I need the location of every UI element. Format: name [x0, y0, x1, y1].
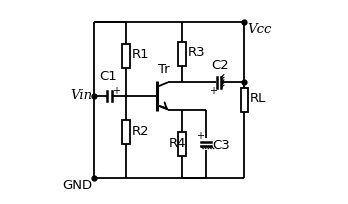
Text: +: + [112, 86, 120, 96]
Bar [240, 88, 248, 112]
Text: C3: C3 [213, 139, 230, 152]
Text: R1: R1 [131, 48, 149, 61]
Text: Tr: Tr [158, 63, 169, 76]
Text: C2: C2 [211, 59, 229, 72]
Text: GND: GND [62, 180, 93, 192]
Text: +: + [209, 86, 217, 96]
Text: R3: R3 [188, 46, 205, 59]
Text: +: + [196, 131, 204, 141]
Bar [122, 44, 129, 68]
Text: C1: C1 [100, 70, 118, 83]
Text: Vin: Vin [70, 90, 93, 102]
Text: R4: R4 [168, 136, 186, 150]
Text: R2: R2 [131, 125, 149, 138]
Text: RL: RL [250, 92, 267, 105]
Bar [178, 132, 186, 156]
Text: Vcc: Vcc [247, 22, 272, 35]
Bar [178, 42, 186, 66]
Bar [122, 120, 129, 144]
